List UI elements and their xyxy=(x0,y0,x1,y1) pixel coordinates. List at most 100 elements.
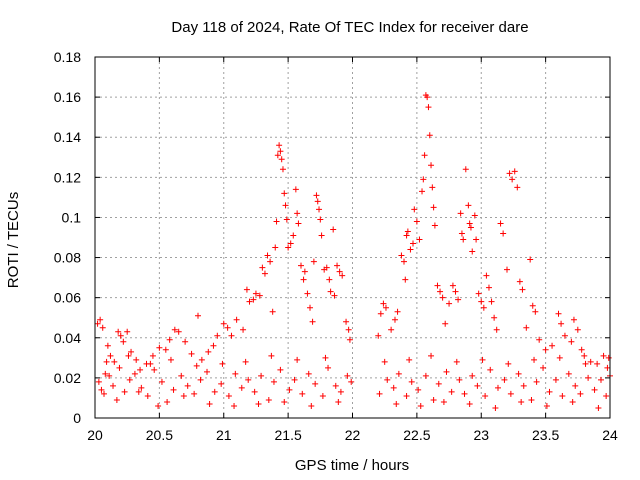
data-point xyxy=(117,332,124,339)
data-point xyxy=(167,356,174,363)
data-point xyxy=(431,222,438,229)
data-point xyxy=(542,346,549,353)
data-point xyxy=(523,324,530,331)
data-point xyxy=(424,94,431,101)
data-point xyxy=(500,230,507,237)
x-tick-label: 21.5 xyxy=(275,427,302,443)
data-point xyxy=(465,202,472,209)
data-point xyxy=(555,310,562,317)
data-point xyxy=(304,290,311,297)
data-point xyxy=(246,298,253,305)
data-point xyxy=(164,398,171,405)
data-point xyxy=(348,378,355,385)
data-point xyxy=(322,354,329,361)
data-point xyxy=(420,176,427,183)
x-tick-label: 21 xyxy=(216,427,232,443)
data-point xyxy=(394,308,401,315)
data-point xyxy=(283,216,290,223)
data-point xyxy=(116,364,123,371)
data-point xyxy=(318,232,325,239)
data-point xyxy=(453,358,460,365)
y-tick-label: 0.16 xyxy=(54,89,81,105)
data-point xyxy=(413,218,420,225)
data-point xyxy=(195,312,201,319)
data-point xyxy=(285,244,292,251)
x-tick-label: 23 xyxy=(473,427,489,443)
data-point xyxy=(455,296,462,303)
data-point xyxy=(428,162,435,169)
data-point xyxy=(259,264,266,271)
y-tick-label: 0 xyxy=(73,410,81,426)
data-point xyxy=(214,332,221,339)
x-tick-label: 22 xyxy=(345,427,361,443)
data-point xyxy=(225,392,232,399)
data-point xyxy=(231,402,238,409)
data-point xyxy=(435,380,442,387)
data-point xyxy=(531,356,538,363)
data-point xyxy=(605,354,612,361)
data-point xyxy=(572,382,579,389)
data-point xyxy=(587,358,594,365)
data-point xyxy=(381,358,388,365)
data-point xyxy=(345,326,352,333)
data-point xyxy=(242,358,249,365)
data-point xyxy=(335,398,342,405)
data-point xyxy=(151,366,158,373)
data-point xyxy=(380,300,387,307)
data-point xyxy=(301,268,308,275)
y-tick-label: 0.1 xyxy=(62,209,82,225)
data-point xyxy=(417,402,424,409)
x-axis-label: GPS time / hours xyxy=(295,457,409,474)
data-point xyxy=(298,262,304,269)
data-point xyxy=(238,384,245,391)
data-point xyxy=(574,326,581,333)
data-point xyxy=(276,142,283,149)
data-point xyxy=(581,352,588,359)
data-point xyxy=(398,252,405,259)
data-point xyxy=(507,390,514,397)
data-point xyxy=(245,376,252,383)
data-point xyxy=(282,202,289,209)
data-point xyxy=(336,268,343,275)
data-point xyxy=(410,240,417,247)
data-point xyxy=(337,388,344,395)
data-point xyxy=(559,392,566,399)
data-point xyxy=(147,360,154,367)
data-point xyxy=(295,220,302,227)
data-point xyxy=(198,356,205,363)
data-point xyxy=(475,290,482,297)
data-point xyxy=(113,396,120,403)
data-point xyxy=(428,352,435,359)
data-point xyxy=(323,264,330,271)
data-point xyxy=(155,402,162,409)
data-point xyxy=(561,332,568,339)
data-point xyxy=(504,266,510,273)
data-point xyxy=(178,372,185,379)
data-point xyxy=(416,236,423,243)
data-point xyxy=(520,382,527,389)
data-point xyxy=(552,376,559,383)
data-point xyxy=(314,198,321,205)
data-point xyxy=(457,210,464,217)
data-point xyxy=(171,326,178,333)
data-point xyxy=(426,132,433,139)
data-point xyxy=(319,392,326,399)
data-point xyxy=(505,360,512,367)
data-point xyxy=(94,320,101,327)
data-point xyxy=(144,392,151,399)
data-point xyxy=(543,402,550,409)
data-point xyxy=(184,382,191,389)
data-point xyxy=(188,350,195,357)
data-point xyxy=(483,272,490,279)
data-point xyxy=(493,326,500,333)
data-point xyxy=(101,390,108,397)
data-point xyxy=(439,294,446,301)
data-point xyxy=(456,376,463,383)
data-point xyxy=(565,370,572,377)
data-point xyxy=(568,338,575,345)
data-point xyxy=(124,328,131,335)
data-point xyxy=(344,372,351,379)
data-point xyxy=(326,276,333,283)
data-point xyxy=(220,320,227,327)
data-point xyxy=(466,400,473,407)
